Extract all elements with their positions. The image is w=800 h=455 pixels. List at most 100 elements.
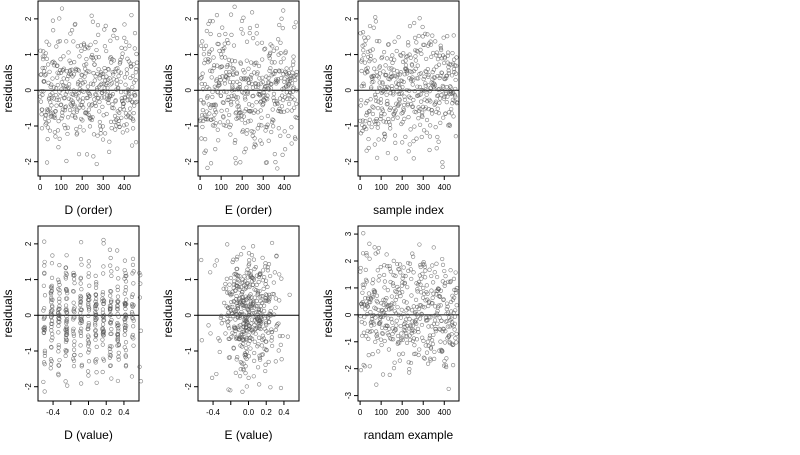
data-point bbox=[199, 338, 204, 343]
data-point bbox=[112, 69, 117, 74]
data-point bbox=[382, 338, 387, 344]
data-point bbox=[75, 67, 80, 72]
data-point bbox=[245, 267, 250, 272]
data-point bbox=[432, 86, 437, 91]
data-point bbox=[248, 118, 253, 123]
data-point bbox=[116, 323, 121, 328]
data-point bbox=[128, 75, 133, 81]
data-point bbox=[272, 60, 277, 65]
data-point bbox=[432, 349, 437, 355]
data-point bbox=[382, 285, 387, 290]
data-point bbox=[129, 294, 135, 299]
data-point bbox=[39, 88, 44, 94]
data-point bbox=[49, 318, 55, 323]
data-point bbox=[122, 75, 127, 80]
data-point bbox=[119, 89, 124, 95]
data-point bbox=[276, 68, 282, 73]
data-point bbox=[419, 276, 424, 281]
data-point bbox=[100, 342, 105, 347]
data-point bbox=[244, 384, 249, 389]
data-point bbox=[87, 283, 92, 288]
data-point bbox=[102, 44, 108, 49]
data-point bbox=[212, 263, 217, 268]
data-point bbox=[372, 142, 377, 147]
data-point bbox=[201, 52, 206, 57]
data-point bbox=[115, 338, 120, 343]
x-tick-label: 0 bbox=[358, 408, 363, 417]
data-point bbox=[415, 289, 420, 294]
data-point bbox=[268, 66, 273, 71]
data-point bbox=[406, 306, 411, 311]
data-point bbox=[434, 64, 439, 69]
data-point bbox=[216, 336, 221, 341]
data-point bbox=[74, 109, 80, 114]
y-tick-label: -2 bbox=[184, 383, 193, 391]
data-point bbox=[404, 340, 410, 345]
data-point bbox=[200, 71, 205, 76]
data-point bbox=[374, 116, 379, 122]
data-point bbox=[65, 291, 70, 296]
data-point bbox=[265, 315, 271, 320]
data-point bbox=[382, 85, 388, 90]
data-point bbox=[439, 318, 444, 323]
data-point bbox=[86, 313, 91, 318]
data-point bbox=[429, 338, 435, 343]
data-point bbox=[364, 251, 369, 256]
data-point bbox=[53, 108, 58, 114]
data-point bbox=[235, 355, 240, 360]
data-point bbox=[256, 307, 262, 313]
data-point bbox=[437, 100, 442, 105]
data-point bbox=[374, 69, 379, 74]
data-point bbox=[444, 364, 449, 370]
data-point bbox=[243, 146, 248, 151]
data-point bbox=[383, 119, 389, 125]
data-point bbox=[66, 50, 71, 55]
data-point bbox=[137, 364, 142, 370]
data-point bbox=[385, 101, 390, 106]
data-point bbox=[372, 119, 377, 124]
data-point bbox=[44, 56, 49, 61]
data-point bbox=[80, 96, 86, 101]
data-point bbox=[234, 336, 239, 342]
data-point bbox=[100, 331, 105, 336]
data-point bbox=[450, 51, 455, 56]
data-point bbox=[390, 60, 395, 65]
data-point bbox=[244, 270, 249, 275]
data-point bbox=[250, 311, 255, 316]
data-point bbox=[241, 366, 246, 371]
data-point bbox=[281, 8, 286, 13]
data-point bbox=[408, 127, 413, 132]
data-point bbox=[280, 26, 285, 31]
data-point bbox=[63, 379, 68, 384]
data-point bbox=[64, 288, 69, 293]
data-point bbox=[370, 294, 376, 300]
data-point bbox=[359, 68, 364, 74]
data-point bbox=[86, 321, 91, 326]
data-point bbox=[291, 85, 296, 90]
data-point bbox=[114, 77, 119, 83]
data-point bbox=[85, 84, 90, 89]
data-point bbox=[274, 253, 279, 258]
data-point bbox=[403, 273, 408, 279]
data-point bbox=[217, 74, 222, 80]
data-point bbox=[101, 299, 107, 304]
data-point bbox=[401, 327, 406, 332]
data-point bbox=[263, 46, 268, 51]
data-point bbox=[237, 287, 242, 292]
data-point bbox=[72, 103, 77, 108]
data-point bbox=[49, 359, 54, 364]
data-point bbox=[242, 70, 247, 75]
data-point bbox=[231, 345, 236, 350]
data-point bbox=[230, 291, 235, 297]
data-point bbox=[130, 85, 135, 90]
data-point bbox=[254, 273, 260, 278]
data-point bbox=[394, 75, 400, 80]
data-point bbox=[235, 281, 240, 286]
y-axis-label: residuals bbox=[321, 289, 335, 337]
data-point bbox=[72, 281, 77, 286]
data-point bbox=[64, 158, 69, 164]
data-point bbox=[413, 54, 418, 59]
data-point bbox=[414, 48, 419, 53]
data-point bbox=[69, 28, 75, 33]
